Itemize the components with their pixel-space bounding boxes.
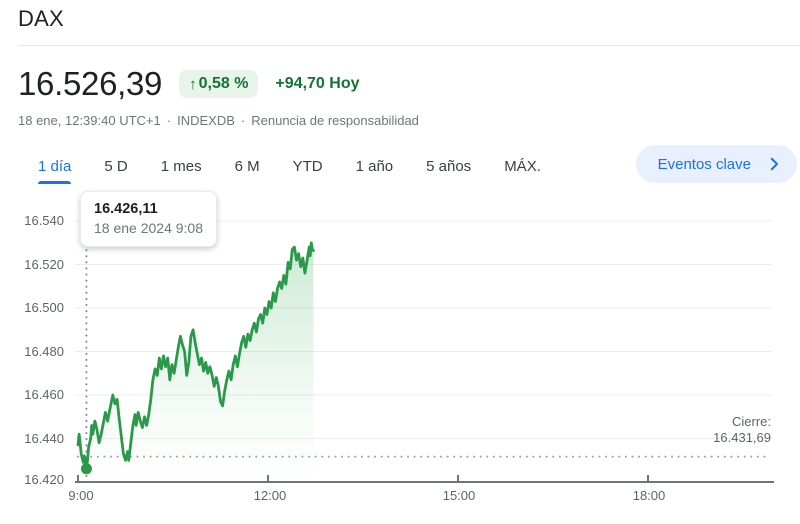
y-axis-label: 16.440 xyxy=(24,430,64,446)
tab-5-anos[interactable]: 5 años xyxy=(426,157,472,175)
key-events-button[interactable]: Eventos clave xyxy=(635,145,797,183)
x-axis-label: 18:00 xyxy=(632,488,666,503)
tab-6-m[interactable]: 6 M xyxy=(234,157,260,175)
y-axis-label: 16.420 xyxy=(24,472,64,487)
previous-close-label: Cierre: 16.431,69 xyxy=(713,414,771,446)
y-axis-label: 16.480 xyxy=(24,343,64,359)
series-line xyxy=(76,241,315,471)
range-tabs: 1 día 5 D 1 mes 6 M YTD 1 año 5 años MÁX… xyxy=(38,148,541,184)
up-arrow-icon: ↑ xyxy=(189,75,197,93)
page-title: DAX xyxy=(18,6,64,31)
tooltip-datetime: 18 ene 2024 9:08 xyxy=(94,220,203,236)
tab-ytd[interactable]: YTD xyxy=(292,157,323,175)
tab-max[interactable]: MÁX. xyxy=(504,157,541,175)
disclaimer-link[interactable]: Renuncia de responsabilidad xyxy=(251,113,419,128)
separator-dot: · xyxy=(240,113,246,128)
separator-dot: · xyxy=(166,113,172,128)
hover-tooltip: 16.426,11 18 ene 2024 9:08 xyxy=(80,191,217,247)
y-axis-label: 16.520 xyxy=(24,256,64,272)
y-axis-label: 16.540 xyxy=(24,213,64,228)
quote-timestamp: 18 ene, 12:39:40 UTC+1 xyxy=(18,113,161,128)
quote-subtitle: 18 ene, 12:39:40 UTC+1 · INDEXDB · Renun… xyxy=(18,113,419,128)
previous-close-value: 16.431,69 xyxy=(713,430,771,445)
price-row: 16.526,39 ↑ 0,58 % +94,70 Hoy xyxy=(18,66,360,102)
tab-1-dia[interactable]: 1 día xyxy=(38,148,72,184)
area-fill xyxy=(78,242,314,482)
x-axis-label: 9:00 xyxy=(68,488,94,503)
y-axis-label: 16.500 xyxy=(24,300,64,315)
price-chart-area: 16.540 16.520 16.500 16.480 16.460 16.44… xyxy=(0,190,800,524)
chevron-right-icon xyxy=(770,157,778,171)
x-axis-label: 12:00 xyxy=(253,488,287,503)
tab-1-ano[interactable]: 1 año xyxy=(355,157,394,175)
change-amount: +94,70 Hoy xyxy=(275,75,360,92)
selected-point-marker xyxy=(80,463,92,475)
price-chart[interactable] xyxy=(0,190,800,524)
previous-close-title: Cierre: xyxy=(731,414,771,429)
quote-source: INDEXDB xyxy=(177,113,235,128)
change-percent-badge: ↑ 0,58 % xyxy=(179,70,259,98)
tab-5-d[interactable]: 5 D xyxy=(104,157,128,175)
header-divider xyxy=(18,45,800,46)
key-events-label: Eventos clave xyxy=(657,155,751,173)
tooltip-price: 16.426,11 xyxy=(94,201,158,217)
tab-1-mes[interactable]: 1 mes xyxy=(160,157,202,175)
current-price: 16.526,39 xyxy=(18,65,163,102)
x-axis-label: 15:00 xyxy=(442,488,476,503)
y-axis-label: 16.460 xyxy=(24,387,64,402)
change-percent: 0,58 % xyxy=(198,75,249,92)
